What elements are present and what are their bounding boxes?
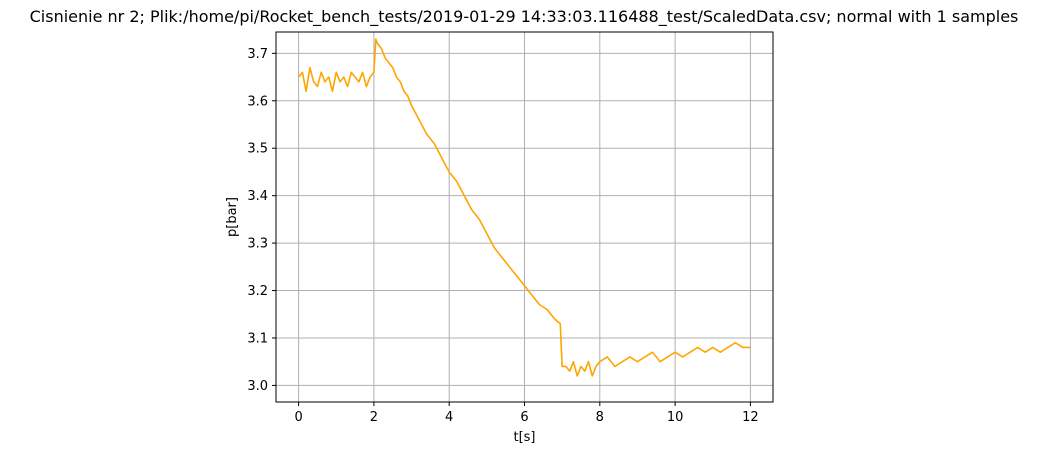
y-tick-label: 3.6	[247, 94, 268, 109]
y-tick-label: 3.1	[247, 331, 268, 346]
x-tick-label: 2	[370, 410, 378, 425]
y-tick-label: 3.3	[247, 237, 268, 252]
x-tick-label: 12	[742, 410, 759, 425]
y-axis-label: p[bar]	[225, 197, 240, 237]
y-axis-ticks: 3.0 3.1 3.2 3.3 3.4 3.5 3.6 3.7	[247, 47, 276, 394]
series-group	[297, 38, 751, 377]
x-axis-label: t[s]	[513, 430, 535, 445]
x-tick-label: 8	[596, 410, 604, 425]
series-line	[297, 38, 751, 377]
chart-title: Cisnienie nr 2; Plik:/home/pi/Rocket_ben…	[30, 7, 1019, 27]
x-tick-label: 0	[294, 410, 302, 425]
x-axis-ticks: 0 2 4 6 8 10 12	[294, 402, 759, 425]
y-tick-label: 3.7	[247, 47, 268, 62]
y-tick-label: 3.2	[247, 284, 268, 299]
x-tick-label: 4	[445, 410, 453, 425]
x-tick-label: 6	[520, 410, 528, 425]
grid	[276, 32, 773, 402]
y-tick-label: 3.4	[247, 189, 268, 204]
y-tick-label: 3.0	[247, 379, 268, 394]
x-tick-label: 10	[667, 410, 684, 425]
y-tick-label: 3.5	[247, 142, 268, 157]
